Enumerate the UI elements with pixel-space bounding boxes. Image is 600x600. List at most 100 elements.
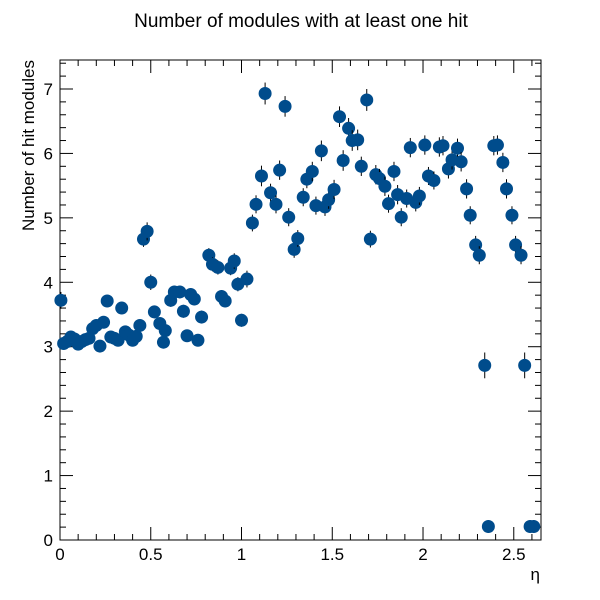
data-point: [451, 138, 465, 158]
chart-title: Number of modules with at least one hit: [134, 11, 468, 32]
data-point: [54, 291, 68, 309]
point-marker: [144, 275, 158, 289]
point-marker: [245, 216, 259, 230]
point-marker: [296, 190, 310, 204]
plot-frame: [59, 59, 542, 541]
point-marker: [342, 121, 356, 135]
data-point: [258, 82, 272, 105]
data-point: [158, 324, 172, 338]
point-marker: [427, 173, 441, 187]
point-marker: [363, 232, 377, 246]
data-point: [454, 152, 468, 172]
data-point: [460, 179, 474, 199]
data-point: [240, 270, 254, 288]
point-marker: [403, 141, 417, 155]
point-marker: [500, 182, 514, 196]
point-marker: [472, 248, 486, 262]
point-marker: [496, 155, 510, 169]
point-marker: [282, 210, 296, 224]
point-marker: [481, 519, 495, 533]
point-marker: [258, 87, 272, 101]
data-point: [518, 352, 532, 379]
point-marker: [156, 335, 170, 349]
point-marker: [460, 182, 474, 196]
point-marker: [478, 358, 492, 372]
data-point: [514, 246, 528, 265]
y-tick-label: 7: [44, 80, 53, 99]
data-point: [269, 195, 283, 214]
point-marker: [394, 210, 408, 224]
point-marker: [527, 519, 541, 533]
data-point: [322, 190, 336, 209]
point-marker: [227, 254, 241, 268]
point-marker: [418, 138, 432, 152]
data-point: [245, 214, 259, 232]
point-marker: [378, 179, 392, 193]
point-marker: [412, 189, 426, 203]
data-points: [54, 82, 541, 533]
data-point: [100, 294, 114, 308]
data-point: [360, 88, 374, 111]
x-axis-label: η: [531, 565, 540, 584]
point-marker: [333, 110, 347, 124]
x-tick-label: 0.5: [139, 545, 163, 564]
point-marker: [463, 208, 477, 222]
data-point: [382, 194, 396, 213]
y-tick-label: 2: [44, 402, 53, 421]
data-point: [278, 96, 292, 117]
point-marker: [269, 197, 283, 211]
data-point: [463, 206, 477, 225]
point-marker: [180, 329, 194, 343]
data-point: [333, 106, 347, 128]
data-point: [387, 161, 401, 182]
point-marker: [351, 133, 365, 147]
y-tick-label: 5: [44, 209, 53, 228]
point-marker: [451, 141, 465, 155]
x-tick-label: 1: [237, 545, 246, 564]
point-marker: [218, 294, 232, 308]
data-point: [509, 235, 523, 254]
data-point: [176, 304, 190, 318]
data-point: [418, 135, 432, 155]
point-marker: [291, 231, 305, 245]
data-point: [490, 135, 504, 155]
data-point: [273, 160, 287, 180]
point-marker: [140, 224, 154, 238]
point-marker: [158, 324, 172, 338]
point-marker: [111, 333, 125, 347]
data-point: [496, 152, 510, 173]
data-point: [195, 310, 209, 324]
data-point: [394, 208, 408, 227]
point-marker: [490, 138, 504, 152]
x-tick-label: 1.5: [320, 545, 344, 564]
data-point: [296, 188, 310, 207]
point-marker: [354, 159, 368, 173]
data-point: [436, 136, 450, 156]
data-point: [478, 352, 492, 379]
data-point: [291, 230, 305, 247]
point-marker: [264, 186, 278, 200]
data-point: [472, 246, 486, 265]
data-point: [264, 183, 278, 202]
point-marker: [249, 197, 263, 211]
data-point: [140, 222, 154, 241]
y-tick-label: 1: [44, 467, 53, 486]
data-point: [93, 339, 107, 353]
y-tick-label: 6: [44, 144, 53, 163]
x-axis-ticks: 0 0.5 1 1.5 2 2.5: [55, 60, 533, 564]
point-marker: [54, 293, 68, 307]
data-point: [147, 305, 161, 319]
data-point: [305, 161, 319, 182]
point-marker: [240, 272, 254, 286]
point-marker: [147, 305, 161, 319]
point-marker: [360, 93, 374, 107]
point-marker: [454, 155, 468, 169]
point-marker: [129, 329, 143, 343]
data-point: [129, 329, 143, 343]
data-point: [403, 137, 417, 158]
data-point: [173, 285, 187, 299]
point-marker: [327, 183, 341, 197]
y-tick-label: 4: [44, 273, 53, 292]
point-marker: [211, 260, 225, 274]
data-point: [354, 156, 368, 176]
